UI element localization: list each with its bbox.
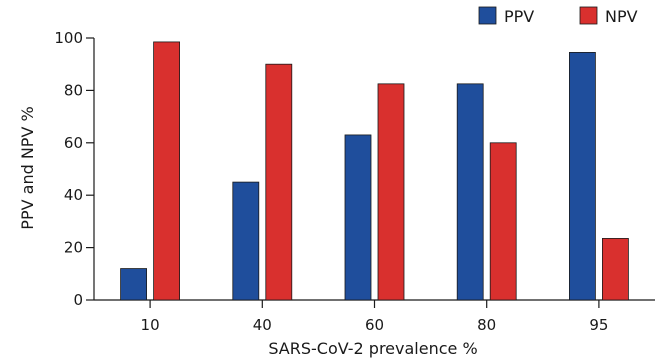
bar-ppv-10: [120, 268, 147, 301]
y-tick-label: 0: [73, 291, 83, 309]
x-tick-label: 10: [141, 316, 160, 334]
legend-label-npv: NPV: [605, 7, 638, 26]
legend-label-ppv: PPV: [504, 7, 534, 26]
bar-npv-60: [377, 83, 405, 301]
legend-swatch-npv: [579, 6, 598, 25]
bar-ppv-60: [344, 134, 372, 301]
bars: [120, 41, 629, 301]
y-axis: 0 20 40 60 80 100: [54, 29, 95, 309]
y-tick-label: 40: [64, 186, 83, 204]
bar-ppv-40: [232, 181, 260, 301]
x-tick-label: 60: [365, 316, 384, 334]
x-tick-label: 40: [253, 316, 272, 334]
x-tick-label: 95: [589, 316, 608, 334]
legend-swatch-ppv: [478, 6, 497, 25]
legend: PPV NPV: [478, 6, 638, 26]
bar-npv-40: [265, 63, 293, 301]
bar-npv-10: [153, 41, 181, 301]
x-tick-label: 80: [477, 316, 496, 334]
bar-npv-95: [602, 238, 629, 301]
y-tick-label: 100: [54, 29, 83, 47]
bar-npv-80: [489, 142, 517, 301]
y-tick-label: 20: [64, 239, 83, 257]
y-axis-label: PPV and NPV %: [18, 106, 37, 229]
x-axis: 10 40 60 80 95: [94, 299, 655, 334]
y-tick-label: 80: [64, 81, 83, 99]
x-axis-label: SARS-CoV-2 prevalence %: [268, 339, 477, 358]
bar-ppv-95: [569, 52, 596, 301]
y-tick-label: 60: [64, 134, 83, 152]
bar-ppv-80: [456, 83, 484, 301]
